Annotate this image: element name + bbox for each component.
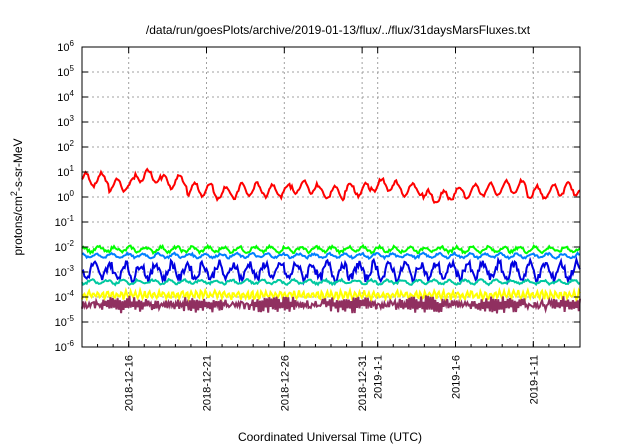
series-layer (81, 167, 581, 314)
series-line (81, 286, 581, 304)
x-tick-label: 2019-1-6 (451, 355, 463, 399)
series-line (81, 167, 581, 204)
y-tick-label: 105 (57, 64, 74, 79)
y-tick-label: 106 (57, 39, 74, 54)
y-tick-label: 10-3 (55, 264, 75, 279)
y-tick-label: 102 (57, 139, 74, 154)
x-tick-label: 2018-12-16 (124, 355, 136, 411)
y-tick-label: 10-1 (55, 214, 75, 229)
series-line (81, 250, 581, 261)
series-line (81, 277, 581, 287)
y-tick-label: 10-2 (55, 239, 75, 254)
x-tick-label: 2018-12-31 (357, 355, 369, 411)
x-tick-label: 2018-12-21 (202, 355, 214, 411)
x-axis-label: Coordinated Universal Time (UTC) (238, 430, 422, 444)
x-tick-label: 2018-12-26 (279, 355, 291, 411)
y-axis-label: protons/cm2-s-sr-MeV (9, 138, 25, 255)
y-tick-label: 103 (57, 114, 74, 129)
series-line (81, 255, 581, 286)
x-axis-ticks: 2018-12-16 2018-12-21 2018-12-26 2018-12-31… (81, 47, 581, 411)
y-axis-ticks: 10-6 10-5 10-4 10-3 10-2 10-1 100 101 102 103 104 1… (55, 39, 580, 354)
x-tick-label: 2019-1-11 (528, 355, 540, 404)
x-tick-label: 2019-1-1 (373, 355, 385, 399)
y-tick-label: 10-5 (55, 314, 75, 329)
y-tick-label: 10-4 (55, 289, 75, 304)
y-tick-label: 10-6 (55, 339, 75, 354)
y-tick-label: 101 (57, 164, 74, 179)
series-line (81, 295, 581, 314)
series-line (81, 243, 581, 256)
y-tick-label: 104 (57, 89, 74, 104)
y-tick-label: 100 (57, 189, 74, 204)
chart-title: /data/run/goesPlots/archive/2019-01-13/f… (146, 23, 531, 37)
